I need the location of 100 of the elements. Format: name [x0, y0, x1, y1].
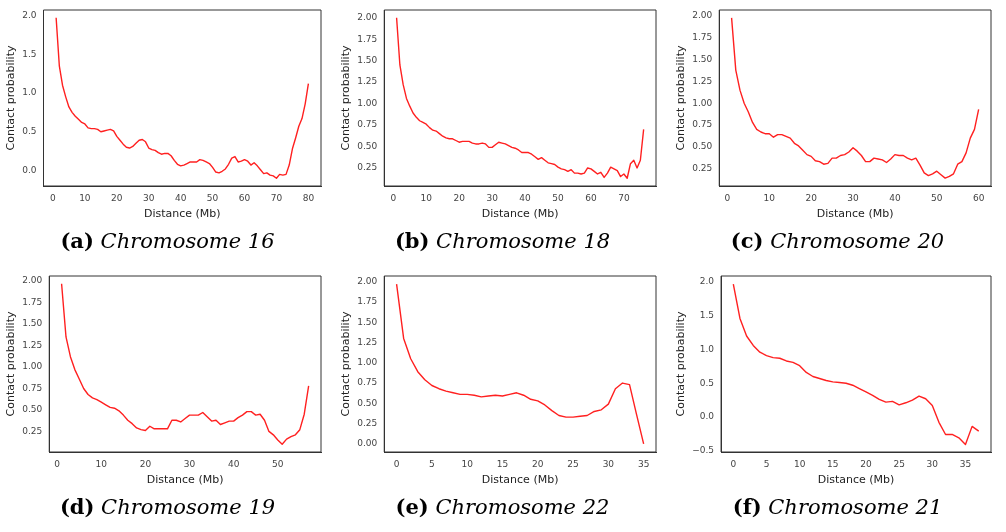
- y-tick-label: 1.5: [22, 48, 37, 59]
- text: (d) Chromosome 19: [58, 494, 277, 519]
- y-tick-label: 1.00: [357, 97, 378, 108]
- x-tick-label: 10: [461, 458, 474, 469]
- y-tick-label: 1.0: [22, 87, 37, 98]
- y-tick-label: 0.25: [22, 425, 43, 436]
- y-tick-label: 0.75: [357, 119, 378, 130]
- x-tick-label: 40: [519, 192, 532, 203]
- y-tick-label: −0.5: [692, 445, 715, 455]
- x-tick-label: 35: [637, 458, 650, 469]
- y-tick-label: 2.00: [357, 276, 378, 287]
- text: (a) Chromosome 16: [59, 228, 276, 253]
- x-axis-title: Distance (Mb): [481, 207, 559, 221]
- x-tick-label: 50: [206, 192, 219, 203]
- x-tick-label: 50: [931, 192, 943, 203]
- x-tick-label: 25: [567, 458, 579, 469]
- x-tick-label: 30: [847, 192, 860, 203]
- x-axis-title: Distance (Mb): [143, 207, 221, 221]
- y-tick-label: 1.50: [357, 316, 378, 327]
- x-axis-title: Distance (Mb): [817, 473, 895, 487]
- x-tick-label: 0: [724, 192, 731, 203]
- x-tick-label: 30: [143, 192, 155, 203]
- y-axis-title: Contact probability: [4, 311, 18, 417]
- y-tick-label: 0.75: [357, 377, 378, 388]
- x-tick-label: 15: [827, 458, 839, 469]
- y-tick-label: 0.75: [22, 382, 43, 393]
- text: (e) Chromosome 22: [394, 494, 611, 519]
- x-tick-label: 0: [730, 458, 737, 469]
- y-tick-label: 2.0: [699, 276, 715, 287]
- x-tick-label: 30: [602, 458, 615, 469]
- x-tick-label: 20: [532, 458, 544, 469]
- x-tick-label: 5: [429, 458, 435, 469]
- x-tick-label: 40: [227, 458, 240, 469]
- x-tick-label: 20: [111, 192, 123, 203]
- x-tick-label: 0: [50, 192, 57, 203]
- y-tick-label: 0.50: [357, 397, 378, 408]
- x-tick-label: 30: [926, 458, 939, 469]
- y-tick-label: 0.50: [692, 141, 713, 152]
- x-tick-label: 60: [972, 192, 985, 203]
- x-axis-title: Distance (Mb): [481, 473, 559, 487]
- y-axis-title: Contact probability: [674, 311, 688, 417]
- x-tick-label: 0: [54, 458, 61, 469]
- y-tick-label: 1.50: [22, 318, 43, 329]
- x-tick-label: 30: [486, 192, 499, 203]
- y-tick-label: 0.50: [357, 140, 378, 151]
- text: (b) Chromosome 18: [393, 228, 612, 253]
- y-tick-label: 2.00: [357, 12, 378, 23]
- y-tick-label: 1.75: [357, 296, 378, 307]
- y-tick-label: 0.50: [22, 404, 43, 415]
- y-tick-label: 0.25: [357, 417, 378, 428]
- x-tick-label: 10: [95, 458, 108, 469]
- x-tick-label: 10: [763, 192, 776, 203]
- text: (f) Chromosome 21: [731, 494, 944, 519]
- y-axis-title: Contact probability: [674, 45, 688, 151]
- y-tick-label: 1.25: [357, 336, 378, 347]
- x-tick-label: 80: [302, 192, 315, 203]
- x-tick-label: 40: [889, 192, 901, 203]
- x-tick-label: 20: [860, 458, 872, 469]
- y-axis-title: Contact probability: [339, 311, 353, 417]
- x-tick-label: 10: [79, 192, 91, 203]
- x-tick-label: 50: [552, 192, 564, 203]
- y-tick-label: 1.00: [692, 97, 713, 108]
- x-tick-label: 10: [793, 458, 806, 469]
- y-tick-label: 0.0: [22, 164, 37, 175]
- y-tick-label: 0.25: [357, 162, 378, 173]
- x-tick-label: 5: [763, 458, 770, 469]
- x-axis-title: Distance (Mb): [816, 207, 894, 221]
- y-tick-label: 0.5: [699, 377, 715, 388]
- y-tick-label: 1.75: [22, 296, 43, 307]
- x-tick-label: 60: [585, 192, 597, 203]
- y-axis-title: Contact probability: [339, 45, 353, 151]
- x-tick-label: 20: [139, 458, 152, 469]
- y-tick-label: 1.0: [699, 343, 715, 354]
- y-tick-label: 0.0: [699, 411, 715, 422]
- y-tick-label: 0.5: [22, 126, 37, 137]
- y-axis-title: Contact probability: [4, 45, 18, 151]
- y-tick-label: 1.00: [22, 361, 43, 372]
- x-tick-label: 0: [390, 192, 397, 203]
- x-tick-label: 10: [420, 192, 433, 203]
- x-tick-label: 20: [805, 192, 818, 203]
- y-tick-label: 1.25: [357, 76, 378, 87]
- x-tick-label: 50: [272, 458, 284, 469]
- x-tick-label: 0: [393, 458, 400, 469]
- y-tick-label: 2.0: [22, 9, 37, 20]
- y-tick-label: 1.5: [699, 310, 715, 321]
- y-tick-label: 2.00: [692, 10, 713, 21]
- y-tick-label: 0.25: [692, 162, 713, 173]
- x-axis-title: Distance (Mb): [146, 473, 224, 487]
- x-tick-label: 40: [174, 192, 187, 203]
- x-tick-label: 70: [618, 192, 630, 203]
- y-tick-label: 1.75: [357, 33, 378, 44]
- y-tick-label: 1.25: [22, 339, 43, 350]
- y-tick-label: 1.75: [692, 32, 713, 43]
- y-tick-label: 0.00: [357, 438, 378, 449]
- y-tick-label: 1.50: [357, 55, 378, 65]
- text: (c) Chromosome 20: [729, 228, 946, 253]
- x-tick-label: 30: [183, 458, 196, 469]
- x-tick-label: 35: [959, 458, 972, 469]
- y-tick-label: 1.00: [357, 357, 378, 368]
- y-tick-label: 1.25: [692, 75, 713, 86]
